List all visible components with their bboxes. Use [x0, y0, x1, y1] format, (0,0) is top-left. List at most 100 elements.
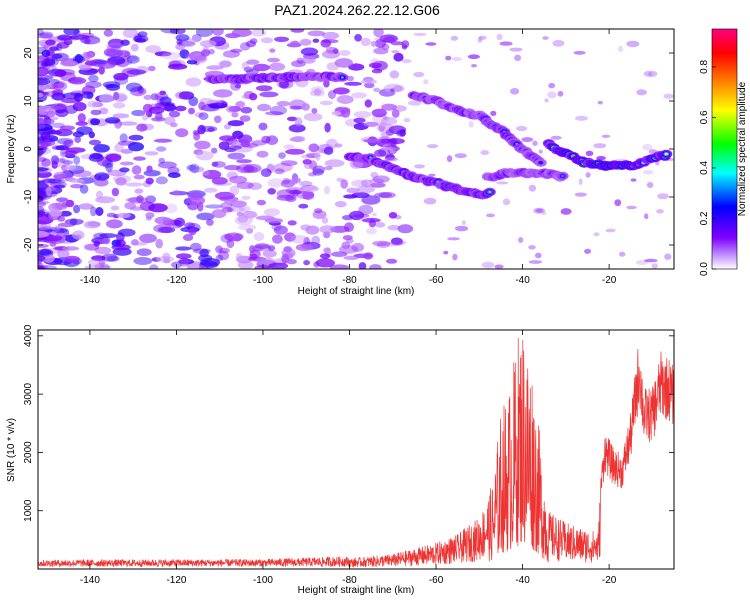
- heatmap-cell: [224, 232, 244, 242]
- heatmap-cell: [54, 225, 61, 233]
- heatmap-cell: [536, 208, 543, 213]
- heatmap-cell: [423, 79, 429, 85]
- heatmap-cell: [292, 135, 306, 143]
- heatmap-cell: [83, 52, 95, 59]
- heatmap-cell: [229, 175, 248, 184]
- heatmap-cell: [90, 206, 97, 217]
- heatmap-cell: [164, 104, 177, 112]
- heatmap-cell: [214, 115, 222, 124]
- heatmap-cells: [38, 29, 674, 269]
- heatmap-cell: [246, 59, 260, 65]
- heatmap-cell: [193, 248, 211, 254]
- heatmap-cell: [202, 170, 210, 176]
- heatmap-cell: [283, 144, 295, 149]
- x-tick-label: -40: [515, 575, 530, 586]
- heatmap-cell: [48, 202, 63, 212]
- heatmap-cell: [496, 33, 503, 41]
- heatmap-cell: [178, 257, 189, 267]
- snr-frame: [37, 329, 675, 570]
- heatmap-cell: [50, 103, 68, 110]
- heatmap-cell: [154, 51, 172, 57]
- heatmap-cell: [597, 100, 603, 105]
- heatmap-cell: [391, 238, 404, 246]
- heatmap-cell: [363, 138, 382, 143]
- heatmap-cell: [601, 134, 611, 138]
- heatmap-cell: [198, 112, 209, 120]
- heatmap-cell: [111, 244, 131, 251]
- heatmap-cell: [70, 34, 90, 40]
- heatmap-cell: [241, 195, 251, 200]
- heatmap-cell: [185, 52, 205, 62]
- heatmap-cell: [74, 135, 82, 144]
- heatmap-cell: [219, 135, 236, 142]
- snr-x-ticks: -140 -120 -100 -80 -60 -40 -20: [80, 330, 617, 586]
- heatmap-cell: [99, 107, 109, 115]
- heatmap-cell: [373, 47, 389, 55]
- heatmap-cell: [59, 158, 66, 164]
- heatmap-cell: [365, 227, 378, 235]
- heatmap-cell: [374, 149, 387, 157]
- heatmap-cell: [237, 215, 248, 223]
- heatmap-cell: [227, 152, 246, 160]
- heatmap-cell: [55, 43, 63, 52]
- heatmap-cell: [112, 92, 128, 103]
- heatmap-cell: [38, 201, 46, 207]
- heatmap-cell: [285, 148, 306, 155]
- heatmap-cell: [243, 163, 262, 173]
- heatmap-cell: [325, 46, 338, 54]
- heatmap-cell: [59, 148, 68, 158]
- heatmap-cell: [255, 85, 273, 92]
- heatmap-cell: [557, 90, 564, 97]
- heatmap-cell: [387, 224, 401, 231]
- heatmap-cell: [128, 142, 144, 152]
- heatmap-cell: [224, 199, 234, 205]
- heatmap-cell: [131, 109, 146, 117]
- heatmap-cell: [148, 65, 156, 72]
- heatmap-cell: [113, 91, 120, 101]
- heatmap-cell: [321, 216, 329, 224]
- heatmap-cell: [211, 147, 218, 154]
- heatmap-cell: [45, 39, 56, 46]
- heatmap-cell: [60, 60, 79, 67]
- y-tick-label: 2000: [23, 441, 34, 464]
- heatmap-cell: [153, 138, 173, 143]
- heatmap-cell: [226, 171, 238, 180]
- heatmap-cell: [101, 253, 118, 262]
- heatmap-cell: [324, 185, 331, 195]
- heatmap-cell: [112, 175, 132, 183]
- heatmap-cell: [164, 116, 176, 126]
- heatmap-cell: [307, 30, 326, 37]
- heatmap-cell: [200, 258, 221, 267]
- heatmap-cell: [311, 108, 318, 114]
- heatmap-cell: [41, 56, 59, 67]
- heatmap-cell: [455, 225, 469, 232]
- heatmap-cell: [112, 102, 126, 109]
- heatmap-cell: [260, 168, 272, 178]
- heatmap-cell: [372, 175, 390, 183]
- heatmap-cell: [343, 194, 358, 199]
- heatmap-cell: [585, 172, 591, 178]
- heatmap-cell: [303, 260, 310, 266]
- heatmap-cell: [230, 48, 243, 53]
- heatmap-cell: [528, 245, 536, 250]
- heatmap-cell: [51, 92, 66, 101]
- heatmap-cell: [393, 85, 405, 92]
- heatmap-cell: [311, 235, 321, 245]
- heatmap-cell: [384, 157, 398, 162]
- heatmap-cell: [351, 92, 367, 99]
- heatmap-cell: [593, 232, 600, 237]
- heatmap-cell: [161, 52, 181, 60]
- heatmap-cell: [59, 210, 72, 217]
- heatmap-cell: [229, 200, 247, 208]
- heatmap-cell: [379, 122, 388, 127]
- heatmap-cell: [490, 110, 497, 116]
- heatmap-cell: [509, 47, 523, 52]
- heatmap-cell: [131, 241, 148, 246]
- heatmap-cell: [573, 50, 586, 55]
- heatmap-cell: [53, 81, 65, 89]
- heatmap-cell: [38, 77, 50, 86]
- heatmap-cell: [299, 38, 312, 46]
- snr-y-axis-label: SNR (10 * v/v): [6, 418, 17, 482]
- heatmap-cell: [213, 89, 233, 98]
- heatmap-cell: [219, 196, 239, 202]
